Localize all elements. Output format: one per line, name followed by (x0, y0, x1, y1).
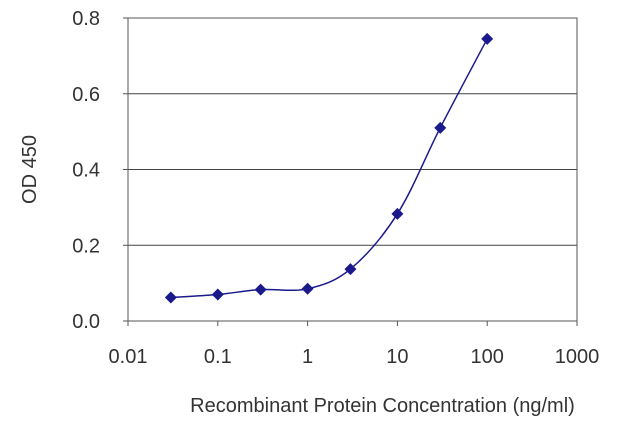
x-tick-label: 0.01 (109, 346, 148, 368)
grid-lines (128, 93, 577, 246)
data-point (301, 282, 314, 295)
x-axis-ticks: 0.01 0.1 1 10 100 1000 (109, 321, 600, 368)
y-tick-label: 0.4 (72, 160, 100, 182)
data-point (164, 291, 177, 304)
y-axis-label: OD 450 (19, 135, 41, 204)
data-points (164, 32, 494, 304)
x-tick-label: 1 (302, 346, 313, 368)
data-point (211, 288, 224, 301)
y-tick-label: 0.6 (72, 84, 100, 106)
data-point (434, 121, 447, 134)
data-point (481, 32, 494, 45)
y-tick-label: 0.0 (72, 311, 100, 333)
y-tick-label: 0.2 (72, 235, 100, 257)
x-axis-label: Recombinant Protein Concentration (ng/ml… (190, 395, 575, 417)
y-axis-ticks: 0.0 0.2 0.4 0.6 0.8 (72, 8, 128, 333)
data-point (344, 263, 357, 276)
x-tick-label: 10 (386, 346, 408, 368)
x-tick-label: 0.1 (204, 346, 232, 368)
x-tick-label: 100 (471, 346, 504, 368)
x-tick-label: 1000 (555, 346, 600, 368)
y-tick-label: 0.8 (72, 8, 100, 30)
data-point (391, 207, 404, 220)
fitted-curve (170, 38, 488, 299)
data-point (254, 283, 267, 296)
